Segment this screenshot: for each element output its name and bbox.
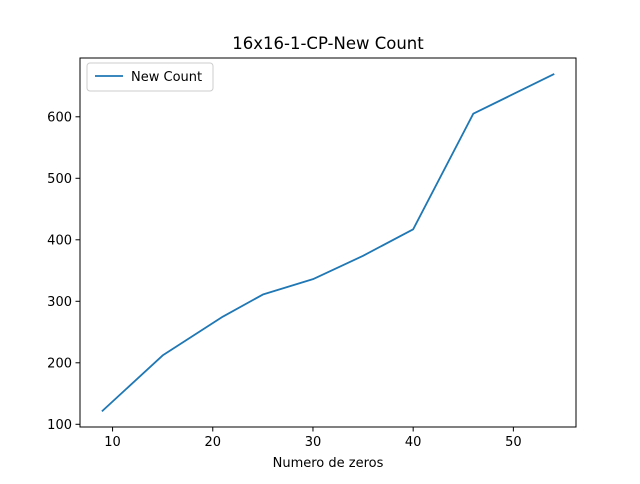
x-tick-label: 10 <box>104 435 121 450</box>
series-layer <box>101 73 555 413</box>
legend-label-new-count: New Count <box>131 70 202 85</box>
y-tick-label: 600 <box>47 110 72 125</box>
series-line-new-count <box>101 73 555 413</box>
y-tick-label: 400 <box>47 233 72 248</box>
x-tick-label: 40 <box>405 435 422 450</box>
x-tick-label: 20 <box>204 435 221 450</box>
y-tick-label: 200 <box>47 356 72 371</box>
y-tick-label: 500 <box>47 172 72 187</box>
x-tick-label: 50 <box>505 435 522 450</box>
axis-ticks: 10 20 30 40 50 100 200 300 400 500 600 <box>47 110 521 450</box>
chart-title: 16x16-1-CP-New Count <box>232 34 424 53</box>
x-tick-label: 30 <box>305 435 322 450</box>
legend-box <box>86 62 214 92</box>
x-axis-label: Numero de zeros <box>273 456 384 471</box>
y-tick-label: 300 <box>47 295 72 310</box>
y-tick-label: 100 <box>47 418 72 433</box>
plot-area-frame <box>79 57 577 428</box>
legend: New Count <box>86 62 214 92</box>
